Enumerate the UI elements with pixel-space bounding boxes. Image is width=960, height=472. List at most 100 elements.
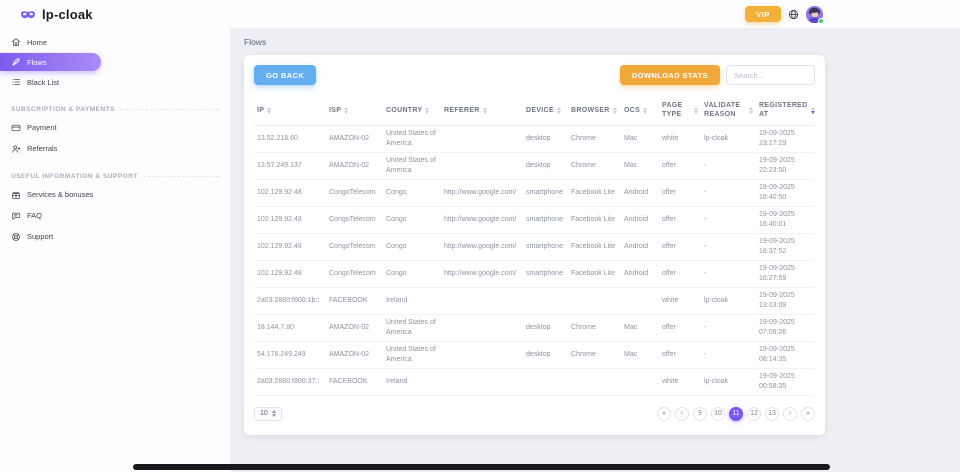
- table-row[interactable]: 102.129.92.48 CongoTelecom Congo http://www…: [254, 180, 815, 207]
- pagination-page-10[interactable]: 10: [711, 406, 725, 421]
- cell-country: United States of America: [386, 130, 436, 147]
- cell-referer: [441, 136, 523, 142]
- cell-browser: [568, 298, 621, 304]
- cell-ip: 102.129.92.48: [257, 269, 302, 277]
- sort-icon[interactable]: [425, 106, 430, 115]
- topbar: lp-cloak VIP: [0, 0, 960, 28]
- pagination-prev[interactable]: ‹: [675, 406, 689, 421]
- sidebar-main-nav: Home Flows Black List: [0, 32, 230, 92]
- sidebar-item-label: Black List: [27, 77, 60, 87]
- cell-browser: Chrome: [571, 323, 596, 331]
- sort-icon[interactable]: [810, 106, 815, 115]
- home-icon: [11, 37, 21, 47]
- cell-page_type: offer: [662, 215, 676, 223]
- sort-icon[interactable]: [556, 106, 561, 115]
- sidebar-section-title: SUBSCRIPTION & PAYMENTS: [0, 106, 230, 113]
- cell-referer: http://www.google.com/: [444, 242, 517, 250]
- cell-ip: 18.144.7.80: [257, 323, 294, 331]
- sidebar-item-services-bonuses[interactable]: Services & bonuses: [0, 184, 230, 205]
- rows-per-page-select[interactable]: 10: [254, 406, 282, 421]
- sidebar-item-support[interactable]: Support: [0, 226, 230, 247]
- cell-country: Ireland: [386, 377, 408, 385]
- table-body: 13.52.218.60 AMAZON-02 United States of Am…: [254, 126, 815, 396]
- column-header-ocs[interactable]: OCS: [621, 97, 659, 125]
- avatar[interactable]: [806, 5, 824, 24]
- sidebar-item-label: Flows: [27, 57, 47, 67]
- sort-icon[interactable]: [482, 106, 487, 115]
- cell-ocs: [621, 379, 659, 385]
- cell-isp: AMAZON-02: [329, 323, 370, 331]
- pagination-page-9[interactable]: 9: [693, 406, 707, 421]
- column-label: VALIDATE REASON: [704, 102, 741, 119]
- cell-ocs: Mac: [624, 323, 638, 331]
- table-row[interactable]: 2a03:2880:f800:1b:: FACEBOOK Ireland white l…: [254, 288, 815, 315]
- cell-ip: 13.52.218.60: [257, 134, 298, 142]
- sidebar-item-home[interactable]: Home: [0, 32, 230, 52]
- table-row[interactable]: 102.129.92.48 CongoTelecom Congo http://www…: [254, 234, 815, 261]
- cell-isp: CongoTelecom: [329, 242, 376, 250]
- table-row[interactable]: 54.176.249.249 AMAZON-02 United States of …: [254, 342, 815, 369]
- pagination: « ‹ 9 10 11 12 13 › »: [657, 406, 815, 421]
- vip-button[interactable]: VIP: [745, 6, 781, 22]
- pagination-last[interactable]: »: [801, 406, 815, 421]
- sidebar-item-label: Services & bonuses: [27, 190, 94, 199]
- column-header-ip[interactable]: IP: [254, 97, 326, 125]
- table-row[interactable]: 102.129.92.48 CongoTelecom Congo http://www…: [254, 207, 815, 234]
- cell-page_type: white: [662, 377, 679, 385]
- sort-icon[interactable]: [267, 106, 272, 115]
- sidebar: Home Flows Black List SUBSCRIPTION & PAYME…: [0, 28, 230, 472]
- cell-country: Congo: [386, 188, 407, 196]
- pagination-next[interactable]: ›: [783, 406, 797, 421]
- cell-country: Ireland: [386, 296, 408, 304]
- pagination-first[interactable]: «: [657, 406, 671, 421]
- table-row[interactable]: 18.144.7.80 AMAZON-02 United States of Ame…: [254, 315, 815, 342]
- column-header-country[interactable]: COUNTRY: [383, 97, 441, 125]
- sidebar-item-black-list[interactable]: Black List: [0, 72, 230, 92]
- cell-registered_at: 19-09-2025 06:14:35: [759, 346, 795, 363]
- sidebar-item-referrals[interactable]: Referrals: [0, 138, 230, 159]
- sort-icon[interactable]: [612, 106, 617, 115]
- column-header-referer[interactable]: REFERER: [441, 97, 523, 125]
- cell-isp: FACEBOOK: [329, 377, 368, 385]
- column-header-page_type[interactable]: PAGE TYPE: [659, 97, 701, 125]
- cell-page_type: offer: [662, 323, 676, 331]
- download-stats-button[interactable]: DOWNLOAD STATS: [619, 65, 720, 85]
- cell-page_type: offer: [662, 242, 676, 250]
- column-header-registered_at[interactable]: REGISTERED AT: [756, 97, 815, 125]
- cell-ocs: Android: [624, 269, 649, 277]
- cell-ocs: Android: [624, 188, 649, 196]
- table-row[interactable]: 13.52.218.60 AMAZON-02 United States of Am…: [254, 126, 815, 153]
- column-header-validate_reason[interactable]: VALIDATE REASON: [701, 97, 756, 125]
- column-label: COUNTRY: [386, 106, 423, 114]
- sort-icon[interactable]: [694, 106, 698, 115]
- pagination-page-13[interactable]: 13: [765, 406, 779, 421]
- pagination-page-11[interactable]: 11: [729, 406, 743, 421]
- table-row[interactable]: 102.129.92.48 CongoTelecom Congo http://www…: [254, 261, 815, 288]
- sort-icon[interactable]: [344, 106, 349, 115]
- column-header-device[interactable]: DEVICE: [523, 97, 568, 125]
- cell-validate_reason: lp-cloak: [704, 377, 729, 385]
- table-row[interactable]: 13.57.249.137 AMAZON-02 United States of A…: [254, 153, 815, 180]
- cell-device: smartphone: [526, 269, 563, 277]
- bottom-scrollbar[interactable]: [133, 464, 830, 470]
- column-header-isp[interactable]: ISP: [326, 97, 383, 125]
- sort-icon[interactable]: [643, 106, 648, 115]
- logo: lp-cloak: [20, 7, 93, 22]
- go-back-button[interactable]: GO BACK: [254, 65, 317, 85]
- cell-isp: CongoTelecom: [329, 215, 376, 223]
- column-label: ISP: [329, 106, 342, 114]
- pagination-page-12[interactable]: 12: [747, 406, 761, 421]
- sidebar-item-flows[interactable]: Flows: [0, 53, 101, 71]
- globe-icon[interactable]: [788, 9, 799, 20]
- cell-device: [523, 379, 568, 385]
- cell-referer: [441, 163, 523, 169]
- cell-validate_reason: -: [704, 161, 707, 169]
- search-input[interactable]: [726, 65, 815, 85]
- sort-icon[interactable]: [749, 106, 753, 115]
- sidebar-item-payment[interactable]: Payment: [0, 117, 230, 138]
- column-header-browser[interactable]: BROWSER: [568, 97, 621, 125]
- table-row[interactable]: 2a03:2880:f800:37:: FACEBOOK Ireland white l…: [254, 369, 815, 396]
- cell-validate_reason: -: [704, 269, 707, 277]
- cell-referer: [441, 298, 523, 304]
- sidebar-item-faq[interactable]: FAQ: [0, 205, 230, 226]
